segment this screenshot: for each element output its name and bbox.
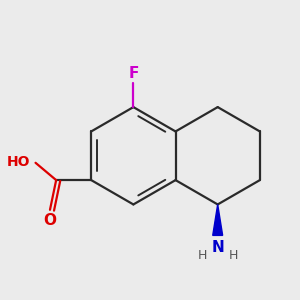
Text: HO: HO <box>7 154 31 169</box>
Text: H: H <box>197 249 207 262</box>
Text: N: N <box>211 239 224 254</box>
Text: O: O <box>44 213 56 228</box>
Text: H: H <box>229 249 238 262</box>
Text: F: F <box>128 66 139 81</box>
Polygon shape <box>213 205 223 236</box>
